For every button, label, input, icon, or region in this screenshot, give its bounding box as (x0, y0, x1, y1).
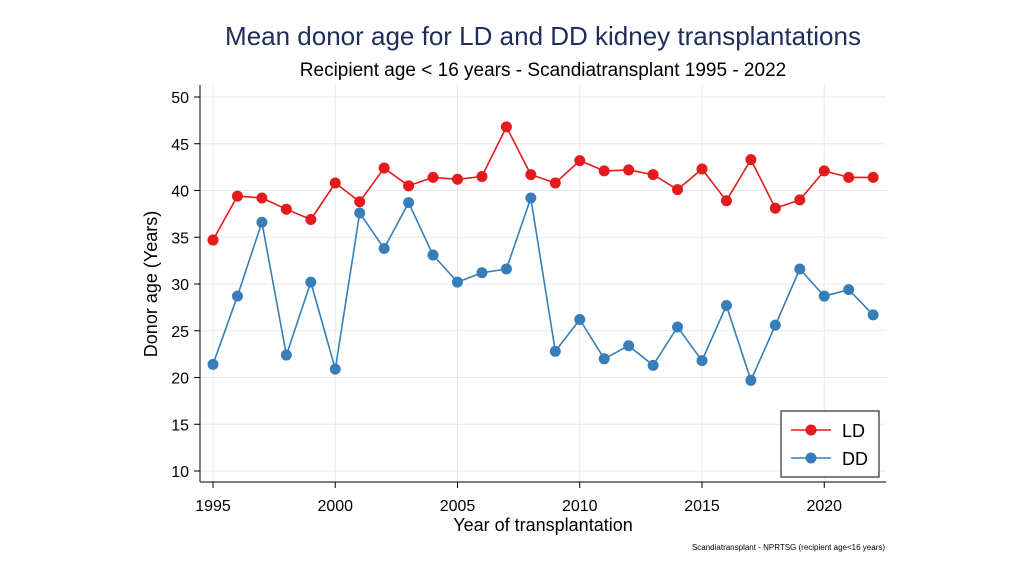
series-line-ld (212, 126, 874, 241)
x-tick-label: 2000 (317, 498, 353, 515)
chart-subtitle: Recipient age < 16 years - Scandiatransp… (300, 60, 786, 81)
legend-ld-label: LD (842, 421, 865, 441)
data-point-ld (623, 164, 635, 176)
data-point-ld (280, 203, 292, 215)
data-point-ld (329, 177, 341, 189)
data-point-dd (280, 349, 292, 361)
x-tick-label: 1995 (195, 498, 231, 515)
grid (200, 85, 886, 482)
data-point-dd (525, 192, 537, 204)
data-point-ld (207, 234, 219, 246)
data-point-ld (867, 171, 879, 183)
x-tick-label: 2005 (440, 498, 476, 515)
data-point-ld (818, 165, 830, 177)
chart-title: Mean donor age for LD and DD kidney tran… (225, 21, 861, 51)
y-tick-label: 15 (171, 417, 189, 434)
legend-dd-marker (805, 452, 817, 464)
data-point-dd (354, 207, 366, 219)
data-point-ld (378, 162, 390, 174)
data-point-dd (427, 249, 439, 261)
data-point-dd (574, 314, 586, 326)
y-tick-label: 10 (171, 464, 189, 481)
data-point-dd (843, 284, 855, 296)
series (207, 121, 879, 386)
data-point-dd (403, 197, 415, 209)
y-tick-label: 25 (171, 324, 189, 341)
data-point-dd (720, 300, 732, 312)
data-point-ld (574, 155, 586, 167)
data-point-ld (672, 184, 684, 196)
data-point-ld (769, 202, 781, 214)
data-point-dd (378, 242, 390, 254)
legend-ld-marker (805, 424, 817, 436)
data-point-ld (305, 213, 317, 225)
x-tick-label: 2015 (684, 498, 720, 515)
data-point-dd (647, 359, 659, 371)
source-note: Scandiatransplant - NPRTSG (recipient ag… (692, 543, 885, 552)
series-line-dd (212, 197, 874, 382)
y-tick-label: 30 (171, 277, 189, 294)
axes: 10 15 20 25 30 35 40 45 50 1995 2000 2005 2010 2015 20… (171, 85, 886, 515)
data-point-dd (623, 340, 635, 352)
data-point-ld (476, 170, 488, 182)
y-tick-label: 45 (171, 137, 189, 154)
data-point-dd (745, 374, 757, 386)
data-point-ld (745, 154, 757, 166)
data-point-ld (647, 169, 659, 181)
x-tick-label: 2020 (806, 498, 842, 515)
y-axis-label: Donor age (Years) (141, 211, 161, 357)
data-point-dd (329, 363, 341, 375)
data-point-dd (231, 290, 243, 302)
data-point-dd (549, 345, 561, 357)
data-point-ld (256, 192, 268, 204)
y-tick-label: 40 (171, 184, 189, 201)
data-point-ld (403, 180, 415, 192)
data-point-ld (231, 190, 243, 202)
data-point-ld (427, 171, 439, 183)
data-point-dd (696, 355, 708, 367)
data-point-ld (794, 194, 806, 206)
data-point-ld (598, 165, 610, 177)
y-tick-label: 20 (171, 371, 189, 388)
legend-box (780, 410, 880, 478)
data-point-ld (720, 195, 732, 207)
data-point-dd (672, 321, 684, 333)
data-point-dd (867, 309, 879, 321)
data-point-dd (500, 263, 512, 275)
data-point-dd (818, 290, 830, 302)
data-point-ld (452, 173, 463, 185)
legend: LD DD (780, 410, 880, 478)
x-tick-label: 2010 (562, 498, 598, 515)
data-point-ld (843, 171, 855, 183)
data-point-ld (549, 177, 561, 189)
data-point-dd (305, 276, 317, 288)
data-point-dd (794, 263, 806, 275)
data-point-dd (256, 216, 268, 228)
data-point-ld (696, 163, 708, 175)
legend-dd-label: DD (842, 449, 868, 469)
data-point-dd (598, 353, 610, 365)
data-point-ld (500, 121, 512, 133)
data-point-ld (525, 169, 537, 181)
y-tick-label: 35 (171, 230, 189, 247)
x-axis-label: Year of transplantation (453, 515, 632, 535)
data-point-dd (452, 276, 463, 288)
data-point-ld (354, 196, 366, 208)
y-tick-label: 50 (171, 90, 189, 107)
data-point-dd (769, 319, 781, 331)
data-point-dd (476, 267, 488, 279)
data-point-dd (207, 358, 219, 370)
